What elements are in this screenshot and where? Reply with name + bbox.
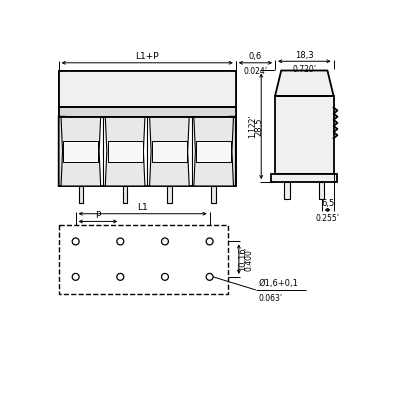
Text: 10,16: 10,16: [238, 247, 247, 271]
Polygon shape: [105, 117, 145, 186]
Polygon shape: [194, 117, 234, 186]
Text: 18,3: 18,3: [295, 51, 314, 60]
Bar: [59, 70, 236, 107]
Text: L1+P: L1+P: [136, 52, 159, 61]
Polygon shape: [59, 117, 68, 186]
Bar: [211, 186, 216, 203]
Bar: [167, 186, 172, 203]
Text: Ø1,6+0,1: Ø1,6+0,1: [258, 279, 298, 288]
Polygon shape: [150, 117, 189, 186]
Polygon shape: [226, 117, 236, 186]
Text: 6,5: 6,5: [321, 199, 334, 208]
Bar: [123, 186, 128, 203]
Text: 0.400’: 0.400’: [244, 247, 253, 271]
Bar: [284, 182, 290, 199]
Text: L1: L1: [137, 203, 148, 212]
Bar: [319, 182, 324, 199]
Text: 0.255’: 0.255’: [316, 214, 340, 223]
Text: 0.063’: 0.063’: [258, 294, 282, 303]
Bar: [59, 224, 228, 294]
Bar: [152, 141, 187, 162]
Polygon shape: [271, 175, 338, 182]
Bar: [108, 141, 143, 162]
Bar: [78, 186, 83, 203]
Text: 0,6: 0,6: [249, 52, 262, 61]
Polygon shape: [61, 117, 101, 186]
Text: 28,5: 28,5: [254, 117, 263, 135]
Bar: [59, 70, 236, 186]
Polygon shape: [275, 70, 334, 96]
Text: P: P: [95, 211, 101, 220]
Bar: [59, 107, 236, 117]
Bar: [196, 141, 231, 162]
Text: 1.122’: 1.122’: [248, 115, 257, 138]
Text: 0.024’: 0.024’: [243, 67, 268, 76]
Text: 0.720’: 0.720’: [292, 65, 316, 74]
Bar: [63, 141, 98, 162]
Bar: [275, 96, 334, 175]
